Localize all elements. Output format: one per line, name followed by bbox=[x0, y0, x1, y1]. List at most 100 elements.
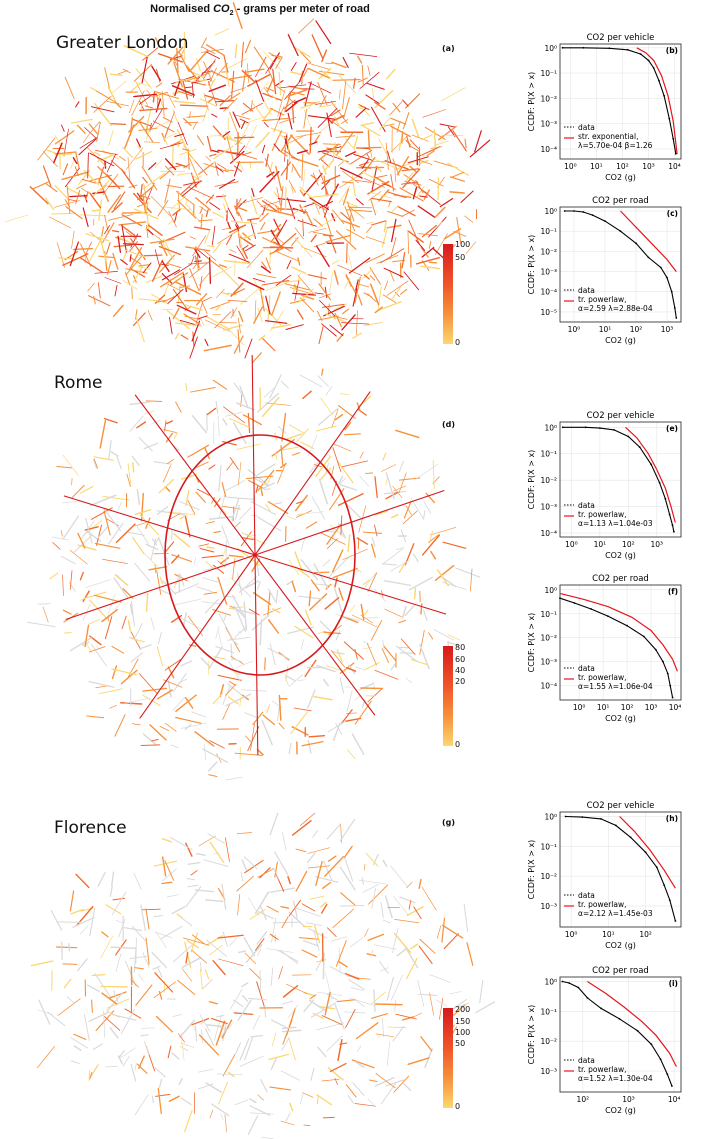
road-segment bbox=[170, 614, 183, 623]
road-segment bbox=[237, 329, 241, 353]
road-segment bbox=[319, 200, 334, 209]
road-segment bbox=[252, 352, 262, 363]
road-segment bbox=[37, 137, 56, 161]
x-tick-label: 10³ bbox=[651, 540, 664, 549]
road-segment bbox=[273, 143, 280, 151]
road-segment bbox=[195, 245, 200, 269]
road-segment bbox=[358, 879, 386, 885]
road-segment bbox=[322, 165, 327, 175]
road-segment bbox=[292, 46, 311, 58]
road-segment bbox=[195, 247, 210, 260]
data-point bbox=[577, 986, 580, 989]
road-segment bbox=[382, 639, 385, 651]
road-segment bbox=[69, 570, 73, 590]
road-segment bbox=[173, 533, 191, 548]
road-segment bbox=[138, 127, 158, 131]
road-segment bbox=[177, 285, 181, 304]
road-segment bbox=[199, 1014, 211, 1032]
road-segment bbox=[107, 194, 122, 213]
road-segment bbox=[400, 638, 416, 655]
road-segment bbox=[254, 300, 257, 323]
road-segment bbox=[79, 571, 84, 581]
y-tick-label: 10⁻³ bbox=[540, 120, 557, 129]
road-segment bbox=[245, 475, 274, 480]
road-segment bbox=[334, 413, 344, 421]
road-segment bbox=[296, 428, 309, 443]
road-segment bbox=[201, 601, 221, 605]
road-segment bbox=[172, 673, 187, 693]
radial-road bbox=[254, 391, 371, 556]
road-segment bbox=[338, 947, 341, 974]
road-segment bbox=[421, 134, 433, 141]
road-segment bbox=[158, 588, 172, 596]
road-segment bbox=[162, 580, 177, 595]
road-segment bbox=[98, 255, 114, 259]
road-segment bbox=[324, 530, 337, 533]
road-segment bbox=[133, 80, 150, 87]
road-segment bbox=[307, 852, 316, 864]
road-segment bbox=[62, 253, 89, 266]
road-segment bbox=[210, 149, 220, 153]
road-segment bbox=[262, 206, 266, 215]
road-segment bbox=[413, 906, 422, 920]
y-tick-label: 10⁻⁴ bbox=[540, 145, 557, 154]
road-segment bbox=[125, 231, 137, 240]
y-tick-label: 10⁻¹ bbox=[540, 610, 557, 619]
road-segment bbox=[129, 254, 132, 262]
road-segment bbox=[220, 291, 229, 296]
road-segment bbox=[165, 165, 175, 176]
road-segment bbox=[76, 183, 87, 190]
road-segment bbox=[79, 925, 89, 935]
radial-road bbox=[251, 355, 256, 556]
road-segment bbox=[211, 70, 235, 83]
road-segment bbox=[199, 276, 203, 291]
road-segment bbox=[318, 169, 329, 196]
road-segment bbox=[385, 142, 389, 171]
road-segment bbox=[150, 538, 157, 561]
road-segment bbox=[263, 50, 283, 72]
road-segment bbox=[89, 192, 102, 209]
road-segment bbox=[259, 287, 265, 312]
y-tick-label: 10⁻¹ bbox=[540, 69, 557, 78]
road-segment bbox=[177, 979, 196, 995]
road-segment bbox=[244, 952, 257, 965]
road-segment bbox=[85, 233, 110, 242]
road-segment bbox=[266, 905, 279, 913]
road-segment bbox=[262, 714, 276, 726]
road-segment bbox=[349, 52, 378, 57]
road-segment bbox=[220, 1023, 233, 1037]
road-segment bbox=[237, 276, 265, 291]
road-segment bbox=[281, 1038, 290, 1051]
y-axis-label: CCDF: P(X > x) bbox=[527, 613, 536, 673]
road-segment bbox=[298, 18, 315, 34]
road-segment bbox=[161, 260, 170, 273]
road-segment bbox=[79, 257, 103, 273]
road-segment bbox=[402, 510, 418, 525]
road-segment bbox=[330, 115, 345, 123]
road-segment bbox=[269, 374, 282, 399]
road-segment bbox=[182, 937, 210, 946]
road-segment bbox=[62, 574, 64, 596]
road-segment bbox=[132, 192, 152, 214]
road-segment bbox=[89, 907, 96, 937]
road-segment bbox=[235, 134, 246, 146]
road-segment bbox=[142, 176, 148, 184]
road-segment bbox=[426, 150, 435, 157]
road-segment bbox=[89, 1064, 99, 1078]
road-segment bbox=[288, 742, 292, 755]
road-segment bbox=[136, 526, 149, 545]
road-segment bbox=[89, 1072, 93, 1080]
road-segment bbox=[62, 500, 78, 504]
road-segment bbox=[269, 52, 280, 70]
road-segment bbox=[140, 744, 161, 746]
road-segment bbox=[102, 173, 119, 196]
road-segment bbox=[248, 897, 260, 917]
road-segment bbox=[285, 665, 289, 682]
road-segment bbox=[343, 641, 364, 660]
road-segment bbox=[190, 175, 202, 184]
road-segment bbox=[339, 677, 345, 694]
road-segment bbox=[365, 94, 380, 104]
road-segment bbox=[114, 714, 126, 737]
fit-line bbox=[559, 592, 678, 672]
